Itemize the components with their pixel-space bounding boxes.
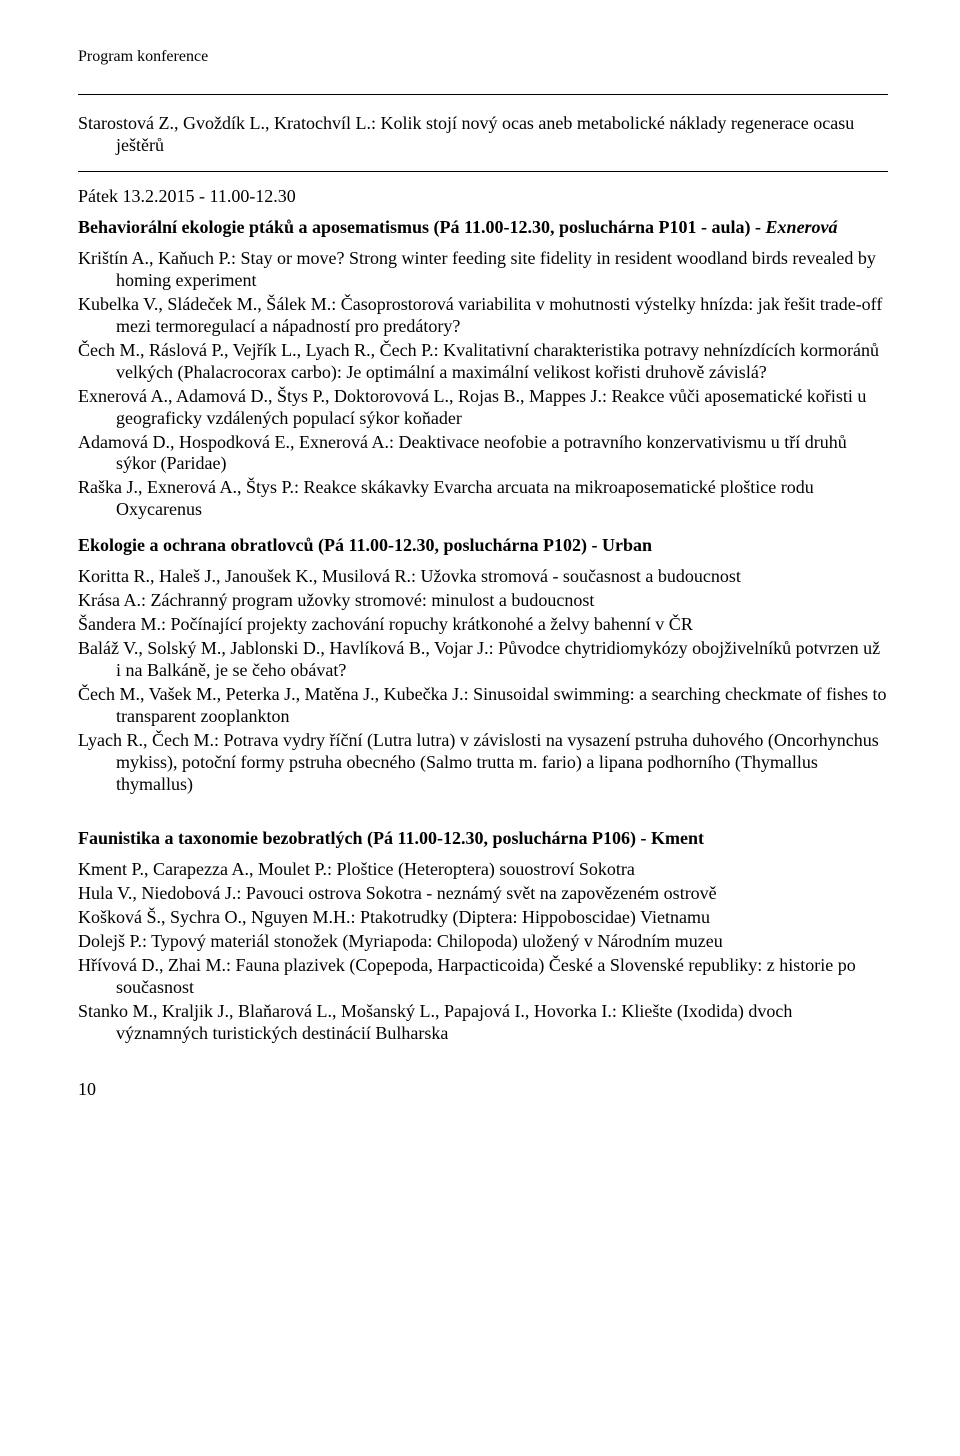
session2-entry: Koritta R., Haleš J., Janoušek K., Musil… <box>78 566 888 588</box>
divider-rule <box>78 171 888 172</box>
session2-title: Ekologie a ochrana obratlovců (Pá 11.00-… <box>78 535 888 556</box>
session2-entry: Baláž V., Solský M., Jablonski D., Havlí… <box>78 638 888 682</box>
header-rule <box>78 94 888 95</box>
document-page: Program konference Starostová Z., Gvoždí… <box>0 0 960 1148</box>
session3-entry: Hula V., Niedobová J.: Pavouci ostrova S… <box>78 883 888 905</box>
session3-entry: Stanko M., Kraljik J., Blaňarová L., Moš… <box>78 1001 888 1045</box>
page-number: 10 <box>78 1079 888 1100</box>
session3-title: Faunistika a taxonomie bezobratlých (Pá … <box>78 828 888 849</box>
session1-title-text: Behaviorální ekologie ptáků a aposematis… <box>78 217 766 237</box>
top-entry: Starostová Z., Gvoždík L., Kratochvíl L.… <box>78 113 888 157</box>
session1-entry: Exnerová A., Adamová D., Štys P., Doktor… <box>78 386 888 430</box>
spacer <box>78 810 888 820</box>
session1-entry: Kubelka V., Sládeček M., Šálek M.: Časop… <box>78 294 888 338</box>
session2-entry: Krása A.: Záchranný program užovky strom… <box>78 590 888 612</box>
session1-entry: Raška J., Exnerová A., Štys P.: Reakce s… <box>78 477 888 521</box>
session2-entry: Lyach R., Čech M.: Potrava vydry říční (… <box>78 730 888 796</box>
session3-entry: Hřívová D., Zhai M.: Fauna plazivek (Cop… <box>78 955 888 999</box>
date-line: Pátek 13.2.2015 - 11.00-12.30 <box>78 186 888 207</box>
session1-entry: Čech M., Ráslová P., Vejřík L., Lyach R.… <box>78 340 888 384</box>
page-header: Program konference <box>78 48 888 66</box>
session3-entry: Košková Š., Sychra O., Nguyen M.H.: Ptak… <box>78 907 888 929</box>
session3-entry: Dolejš P.: Typový materiál stonožek (Myr… <box>78 931 888 953</box>
session1-entry: Adamová D., Hospodková E., Exnerová A.: … <box>78 432 888 476</box>
session2-entry: Čech M., Vašek M., Peterka J., Matěna J.… <box>78 684 888 728</box>
session1-title: Behaviorální ekologie ptáků a aposematis… <box>78 217 888 238</box>
session2-entry: Šandera M.: Počínající projekty zachován… <box>78 614 888 636</box>
session1-chair: Exnerová <box>766 217 838 237</box>
session3-entry: Kment P., Carapezza A., Moulet P.: Plošt… <box>78 859 888 881</box>
session1-entry: Krištín A., Kaňuch P.: Stay or move? Str… <box>78 248 888 292</box>
